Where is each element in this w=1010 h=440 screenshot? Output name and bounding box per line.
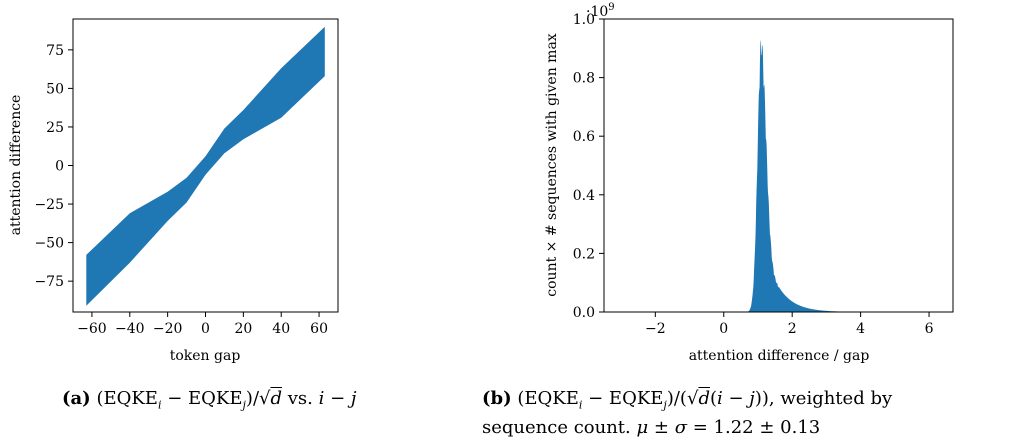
caption-a-text: (EQKEi − EQKEj)/√d vs. i − j	[96, 388, 357, 412]
x-tick-label: −40	[115, 321, 145, 337]
y-tick-label: 0.4	[573, 188, 595, 204]
x-tick-label: 0	[719, 321, 728, 337]
x-axis-label-a: token gap	[170, 348, 241, 364]
y-tick-label: −25	[34, 197, 64, 213]
y-axis-label-a: attention difference	[8, 95, 24, 236]
x-tick-label: 6	[925, 321, 934, 337]
x-axis-label-b: attention difference / gap	[689, 348, 870, 364]
caption-b-label: (b)	[482, 388, 512, 409]
x-tick-label: 0	[201, 321, 210, 337]
caption-b-text-line2: sequence count. μ ± σ = 1.22 ± 0.13	[482, 416, 821, 438]
y-scale-multiplier: ·109	[586, 2, 615, 20]
y-tick-label: 50	[46, 81, 64, 97]
caption-a: (a) (EQKEi − EQKEj)/√d vs. i − j	[62, 388, 356, 417]
x-tick-label: 2	[788, 321, 797, 337]
x-tick-label: 20	[234, 321, 252, 337]
y-ticks-a: −75 −50 −25 0 25 50 75	[34, 43, 73, 290]
y-tick-label: 75	[46, 43, 64, 59]
y-tick-label: −50	[34, 236, 64, 252]
y-tick-label: 0.2	[573, 246, 595, 262]
caption-a-label: (a)	[62, 388, 91, 409]
x-ticks-b: −2 0 2 4 6	[645, 312, 934, 337]
y-tick-label: 1.0	[573, 12, 595, 28]
caption-b-text-line1: (EQKEi − EQKEj)/(√d(i − j)), weighted by	[517, 388, 893, 412]
x-tick-label: −2	[645, 321, 666, 337]
y-tick-label: −75	[34, 274, 64, 290]
y-tick-label: 25	[46, 120, 64, 136]
plot-frame-b	[603, 18, 954, 313]
y-tick-label: 0.8	[573, 71, 595, 87]
x-tick-label: −20	[153, 321, 183, 337]
y-tick-label: 0	[55, 159, 64, 175]
y-ticks-b: 0.0 0.2 0.4 0.6 0.8 1.0	[573, 12, 604, 321]
x-tick-label: 60	[310, 321, 328, 337]
y-axis-label-b: count × # sequences with given max	[544, 33, 560, 297]
x-tick-label: 40	[272, 321, 290, 337]
histogram-bars	[614, 39, 947, 313]
x-tick-label: 4	[856, 321, 865, 337]
caption-b: (b) (EQKEi − EQKEj)/(√d(i − j)), weighte…	[482, 388, 892, 439]
x-ticks-a: −60 −40 −20 0 20 40 60	[77, 312, 328, 337]
panel-a: −60 −40 −20 0 20 40 60 −75 −50 −25 0 25 50 75 token …	[8, 18, 339, 364]
panel-b: −2 0 2 4 6 0.0 0.2 0.4 0.6 0.8 1.0 ·109 attention…	[544, 2, 954, 364]
scatter-band	[86, 26, 325, 306]
x-tick-label: −60	[77, 321, 107, 337]
y-tick-label: 0.6	[573, 129, 595, 145]
y-tick-label: 0.0	[573, 305, 595, 321]
